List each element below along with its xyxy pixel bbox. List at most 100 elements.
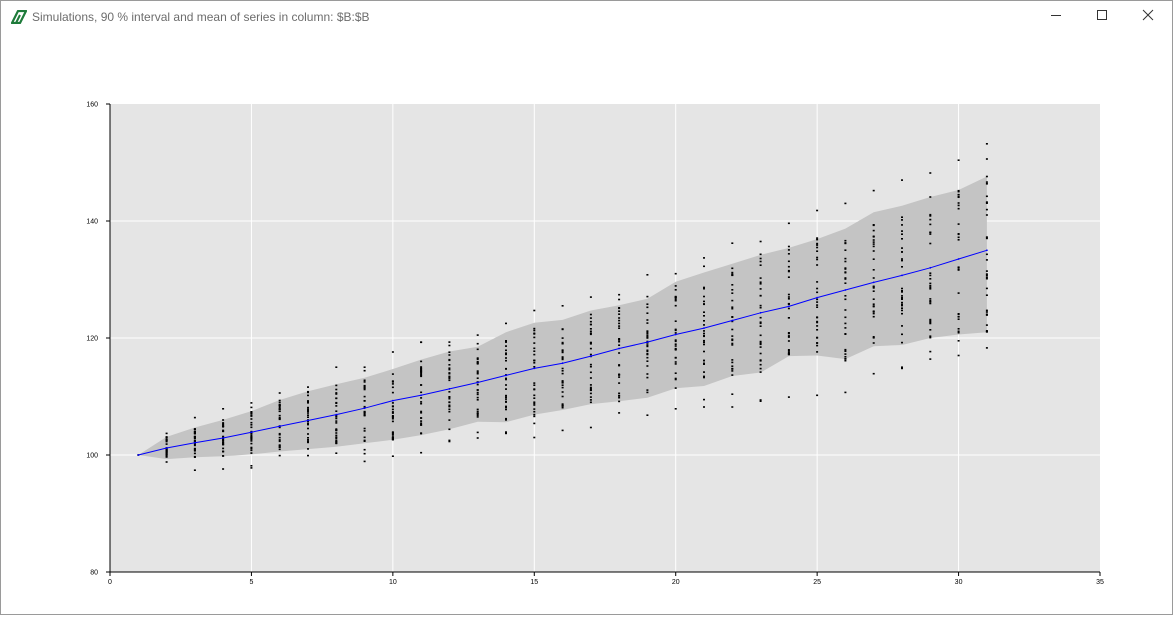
simulation-point	[307, 410, 309, 412]
simulation-point	[674, 320, 677, 322]
simulation-point	[985, 201, 988, 203]
simulation-point	[901, 247, 903, 249]
simulation-point	[618, 338, 621, 340]
simulation-point	[872, 305, 875, 308]
mean-point	[929, 266, 932, 269]
simulation-point	[816, 342, 819, 344]
simulation-point	[278, 426, 281, 429]
simulation-point	[250, 402, 253, 404]
simulation-point	[646, 391, 649, 394]
simulation-point	[731, 338, 734, 341]
simulation-point	[787, 293, 790, 296]
simulation-point	[872, 243, 875, 245]
simulation-point	[703, 343, 705, 346]
simulation-point	[589, 371, 592, 374]
simulation-point	[618, 327, 621, 329]
simulation-point	[589, 333, 592, 336]
simulation-point	[533, 388, 536, 390]
close-button[interactable]	[1125, 1, 1171, 33]
simulation-point	[731, 374, 734, 376]
simulation-point	[618, 319, 621, 322]
simulation-point	[929, 242, 932, 245]
simulation-point	[448, 396, 451, 398]
simulation-point	[646, 344, 649, 346]
chart-area: 80 100 120 140 160 0 5 10 15 20 25 30 35	[1, 33, 1172, 613]
simulation-point	[505, 419, 507, 421]
simulation-point	[193, 435, 196, 438]
simulation-point	[844, 353, 847, 355]
simulation-point	[731, 361, 734, 364]
simulation-point	[533, 415, 536, 418]
simulation-point	[420, 451, 423, 454]
simulation-point	[759, 363, 762, 366]
simulation-point	[278, 404, 281, 406]
simulation-point	[844, 257, 847, 260]
simulation-point	[250, 412, 253, 414]
simulation-point	[957, 202, 960, 204]
simulation-point	[844, 298, 847, 301]
simulation-point	[363, 427, 366, 430]
simulation-point	[193, 428, 196, 431]
simulation-point	[307, 433, 309, 435]
simulation-point	[505, 406, 507, 409]
simulation-point	[957, 236, 960, 239]
simulation-point	[929, 196, 932, 198]
simulation-point	[278, 406, 281, 409]
simulation-point	[787, 335, 790, 337]
simulation-point	[448, 408, 451, 411]
simulation-point	[589, 323, 592, 326]
simulation-point	[363, 388, 366, 391]
simulation-point	[250, 467, 253, 469]
simulation-point	[646, 353, 649, 356]
simulation-point	[929, 231, 932, 234]
simulation-point	[448, 410, 451, 413]
simulation-point	[957, 239, 960, 241]
simulation-point	[901, 325, 903, 327]
simulation-point	[420, 366, 423, 368]
simulation-point	[363, 452, 366, 455]
simulation-point	[561, 395, 564, 398]
simulation-point	[561, 429, 564, 432]
simulation-point	[278, 439, 281, 441]
simulation-point	[703, 339, 705, 342]
simulation-point	[787, 249, 790, 251]
window-title: Simulations, 90 % interval and mean of s…	[32, 10, 370, 24]
simulation-point	[589, 353, 592, 356]
minimize-button[interactable]	[1033, 1, 1079, 33]
simulation-point	[618, 374, 621, 376]
simulation-point	[985, 181, 988, 183]
simulation-point	[420, 420, 423, 422]
simulation-point	[646, 336, 649, 338]
simulation-point	[929, 358, 932, 360]
simulation-point	[646, 295, 649, 298]
title-bar[interactable]: Simulations, 90 % interval and mean of s…	[1, 1, 1172, 33]
simulation-point	[448, 379, 451, 382]
simulation-point	[420, 424, 423, 426]
simulation-point	[674, 272, 677, 275]
simulation-point	[250, 447, 253, 450]
simulation-point	[363, 379, 366, 382]
simulation-point	[561, 381, 564, 384]
simulation-point	[787, 296, 790, 298]
simulation-point	[335, 428, 338, 430]
simulation-point	[222, 455, 225, 457]
simulation-point	[985, 253, 988, 256]
mean-point	[731, 319, 734, 322]
mean-point	[420, 394, 422, 397]
simulation-point	[731, 316, 734, 318]
simulation-point	[731, 299, 734, 302]
simulation-point	[901, 367, 903, 370]
maximize-button[interactable]	[1079, 1, 1125, 33]
simulation-point	[250, 446, 253, 449]
simulation-point	[901, 179, 903, 181]
simulation-point	[646, 376, 649, 379]
simulation-point	[222, 408, 225, 410]
simulation-point	[420, 384, 423, 386]
y-tick-label: 140	[86, 219, 98, 226]
simulation-point	[250, 452, 253, 454]
simulation-point	[731, 370, 734, 372]
simulation-point	[759, 288, 762, 290]
simulation-point	[476, 372, 479, 375]
simulation-point	[533, 347, 536, 350]
simulation-point	[872, 303, 875, 305]
